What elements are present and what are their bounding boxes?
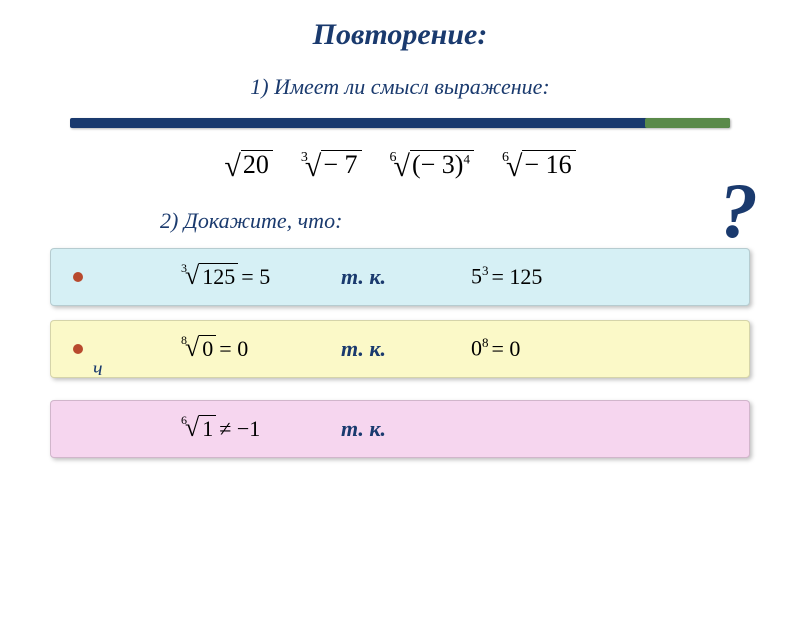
- bullet-icon: [73, 272, 83, 282]
- proof-row-c: 6√1≠ −1 т. к.: [50, 400, 750, 458]
- proof-a-rhs: 53= 125: [471, 263, 545, 289]
- since-label: т. к.: [341, 416, 411, 442]
- expr-4-radicand: − 16: [522, 150, 575, 180]
- proof-c-radicand: 1: [199, 415, 216, 441]
- proof-a-lhs: 3√125= 5: [181, 264, 321, 290]
- chi-label: ч: [93, 358, 103, 381]
- surd-icon: √: [185, 413, 199, 442]
- divider: [70, 118, 730, 128]
- expr-4: 6√− 16: [502, 150, 576, 180]
- proof-b-radicand: 0: [199, 335, 216, 361]
- expr-3-base: (− 3): [412, 150, 463, 179]
- since-label: т. к.: [341, 264, 411, 290]
- expr-2-radicand: − 7: [321, 150, 361, 180]
- proof-b-rhs-base: 0: [471, 336, 482, 361]
- proof-a-radicand: 125: [199, 263, 238, 289]
- proof-row-a: 3√125= 5 т. к. 53= 125: [50, 248, 750, 306]
- expr-3-exp: 4: [463, 151, 470, 166]
- surd-icon: √: [185, 333, 199, 362]
- proof-row-b: ч 8√0= 0 т. к. 08= 0: [50, 320, 750, 378]
- page-title: Повторение:: [0, 18, 800, 52]
- proof-c-lhs: 6√1≠ −1: [181, 416, 321, 442]
- proof-c-index: 6: [181, 413, 187, 427]
- expr-3-radicand: (− 3)4: [410, 150, 474, 180]
- expr-4-index: 6: [502, 150, 509, 166]
- divider-accent: [645, 118, 730, 128]
- proof-b-lhs: 8√0= 0: [181, 336, 321, 362]
- expr-3: 6√(− 3)4: [390, 150, 474, 180]
- question-1: 1) Имеет ли смысл выражение:: [0, 74, 800, 100]
- expr-1: √20: [224, 150, 272, 180]
- bullet-icon: [73, 344, 83, 354]
- question-2: 2) Докажите, что:: [160, 208, 800, 234]
- proof-b-rhs-exp: 8: [482, 335, 489, 350]
- question-mark: ?: [719, 166, 758, 256]
- surd-icon: √: [224, 153, 240, 180]
- expr-2: 3√− 7: [301, 150, 362, 180]
- proof-b-rhs-eq: = 0: [492, 336, 521, 361]
- proof-a-index: 3: [181, 261, 187, 275]
- proof-a-rhs-exp: 3: [482, 263, 489, 278]
- since-label: т. к.: [341, 336, 411, 362]
- proof-c-eq: ≠ −1: [219, 416, 260, 441]
- proof-b-rhs: 08= 0: [471, 335, 523, 361]
- divider-main: [70, 118, 730, 128]
- surd-icon: √: [185, 261, 199, 290]
- expr-1-radicand: 20: [241, 150, 273, 180]
- expr-3-index: 6: [390, 150, 397, 166]
- proof-b-index: 8: [181, 333, 187, 347]
- proof-a-eq: = 5: [241, 264, 270, 289]
- proof-a-rhs-eq: = 125: [492, 264, 543, 289]
- proof-b-eq: = 0: [219, 336, 248, 361]
- expression-row: √20 3√− 7 6√(− 3)4 6√− 16: [0, 150, 800, 180]
- proof-a-rhs-base: 5: [471, 264, 482, 289]
- expr-2-index: 3: [301, 150, 308, 166]
